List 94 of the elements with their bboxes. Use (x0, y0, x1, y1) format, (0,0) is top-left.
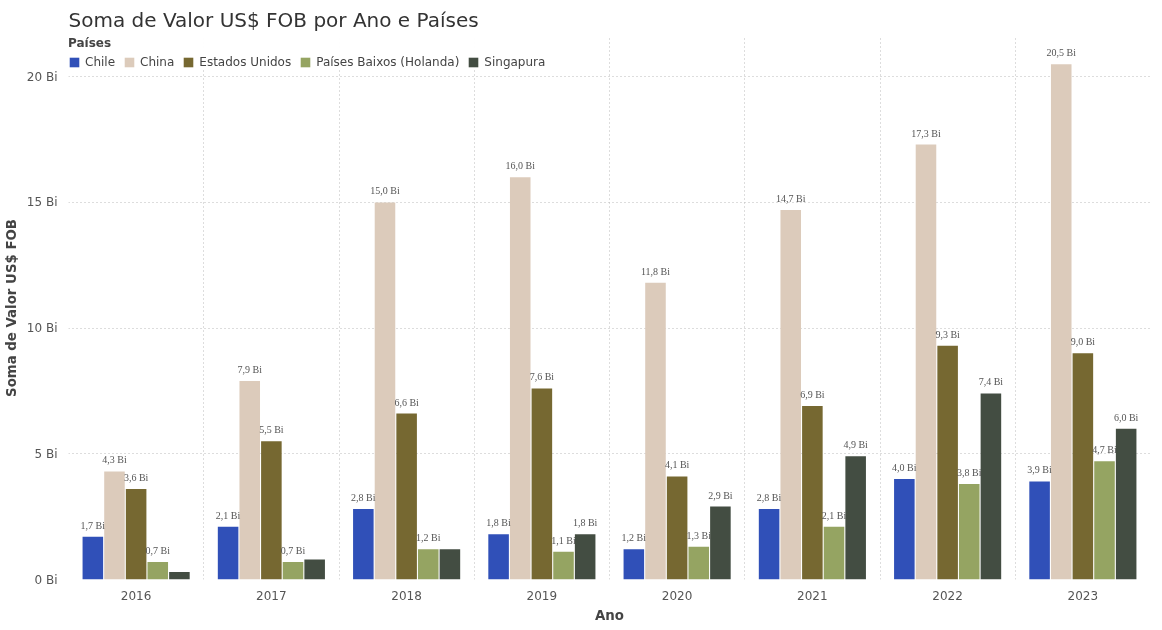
data-label: 0,7 Bi (145, 544, 171, 556)
bar (574, 534, 596, 580)
bar (531, 388, 553, 580)
data-label: 15,0 Bi (370, 185, 400, 197)
data-label: 9,3 Bi (935, 328, 961, 340)
bar (1050, 64, 1072, 580)
bar (509, 177, 531, 580)
bar (802, 406, 823, 580)
bar (845, 456, 866, 580)
y-tick-label: 15 Bi (26, 195, 58, 210)
y-tick-label: 10 Bi (26, 321, 58, 336)
bar (1072, 353, 1094, 580)
data-label: 17,3 Bi (911, 127, 941, 139)
data-label: 7,9 Bi (237, 363, 263, 375)
bar (937, 345, 958, 580)
bar (396, 413, 417, 580)
data-label: 2,8 Bi (756, 492, 782, 504)
bar (1029, 481, 1050, 580)
chart-title: Soma de Valor US$ FOB por Ano e Países (68, 7, 479, 32)
data-label: 2,8 Bi (351, 492, 376, 504)
bar (758, 509, 780, 580)
data-label: 1,7 Bi (80, 519, 106, 531)
bar (217, 526, 239, 580)
bar (353, 509, 374, 580)
bar (417, 549, 439, 580)
data-label: 1,8 Bi (572, 517, 598, 529)
legend-label: Países Baixos (Holanda) (316, 55, 460, 69)
data-label: 4,1 Bi (664, 459, 690, 471)
bar (980, 393, 1002, 580)
data-label: 1,2 Bi (621, 532, 647, 544)
data-label: 20,5 Bi (1046, 47, 1077, 59)
x-tick-label: 2020 (661, 588, 693, 603)
data-label: 6,0 Bi (1113, 411, 1139, 423)
data-label: 16,0 Bi (505, 160, 536, 172)
bar (104, 471, 125, 580)
data-label: 3,6 Bi (123, 472, 149, 483)
y-tick-label: 0 Bi (34, 572, 58, 587)
bar (82, 536, 104, 580)
data-label: 3,9 Bi (1027, 464, 1053, 476)
data-label: 4,0 Bi (892, 461, 917, 473)
bar (1115, 428, 1137, 580)
data-label: 9,0 Bi (1070, 336, 1096, 348)
bar (439, 549, 461, 580)
x-tick-label: 2017 (256, 588, 287, 603)
bar (374, 202, 396, 580)
legend-label: Chile (85, 55, 116, 69)
bar (780, 209, 802, 580)
bar (894, 478, 915, 580)
x-tick-label: 2019 (526, 588, 558, 603)
x-tick-label: 2022 (932, 588, 963, 603)
data-label: 2,1 Bi (215, 509, 241, 521)
data-label: 1,1 Bi (551, 534, 576, 546)
data-label: 4,9 Bi (843, 439, 869, 451)
data-label: 5,5 Bi (259, 424, 284, 436)
bar (261, 441, 282, 580)
bar (1094, 461, 1115, 580)
y-axis-title: Soma de Valor US$ FOB (3, 219, 19, 397)
x-axis-title: Ano (595, 607, 624, 623)
x-tick-label: 2021 (797, 588, 828, 603)
bar (147, 561, 169, 580)
y-tick-label: 20 Bi (26, 69, 58, 84)
data-label: 1,8 Bi (486, 517, 512, 529)
legend-label: Singapura (484, 55, 546, 69)
legend-label: China (140, 55, 175, 69)
data-label: 4,3 Bi (102, 454, 127, 466)
legend-label: Estados Unidos (199, 55, 292, 69)
bar (125, 489, 147, 580)
bar (304, 559, 325, 580)
x-tick-label: 2018 (391, 588, 422, 603)
bar (958, 483, 980, 580)
data-label: 2,9 Bi (708, 489, 733, 501)
bar (645, 282, 666, 580)
data-label: 14,7 Bi (776, 192, 806, 204)
data-label: 6,9 Bi (800, 389, 825, 401)
bar (666, 476, 688, 580)
data-label: 11,8 Bi (640, 265, 671, 277)
data-label: 7,4 Bi (978, 376, 1004, 388)
x-tick-label: 2023 (1067, 588, 1099, 603)
bar (710, 506, 731, 580)
bar (623, 549, 645, 580)
bar (239, 380, 261, 580)
bar (553, 551, 574, 580)
bar (488, 534, 509, 580)
data-label: 1,2 Bi (416, 532, 441, 544)
data-label: 6,6 Bi (394, 396, 420, 408)
data-label: 7,6 Bi (529, 371, 555, 383)
bar (688, 546, 710, 580)
y-tick-label: 5 Bi (34, 446, 58, 461)
bar (915, 144, 937, 580)
bar (169, 571, 190, 580)
bar (282, 561, 304, 580)
x-tick-label: 2016 (120, 588, 152, 603)
bar (823, 526, 845, 580)
legend-title: Países (68, 36, 113, 50)
